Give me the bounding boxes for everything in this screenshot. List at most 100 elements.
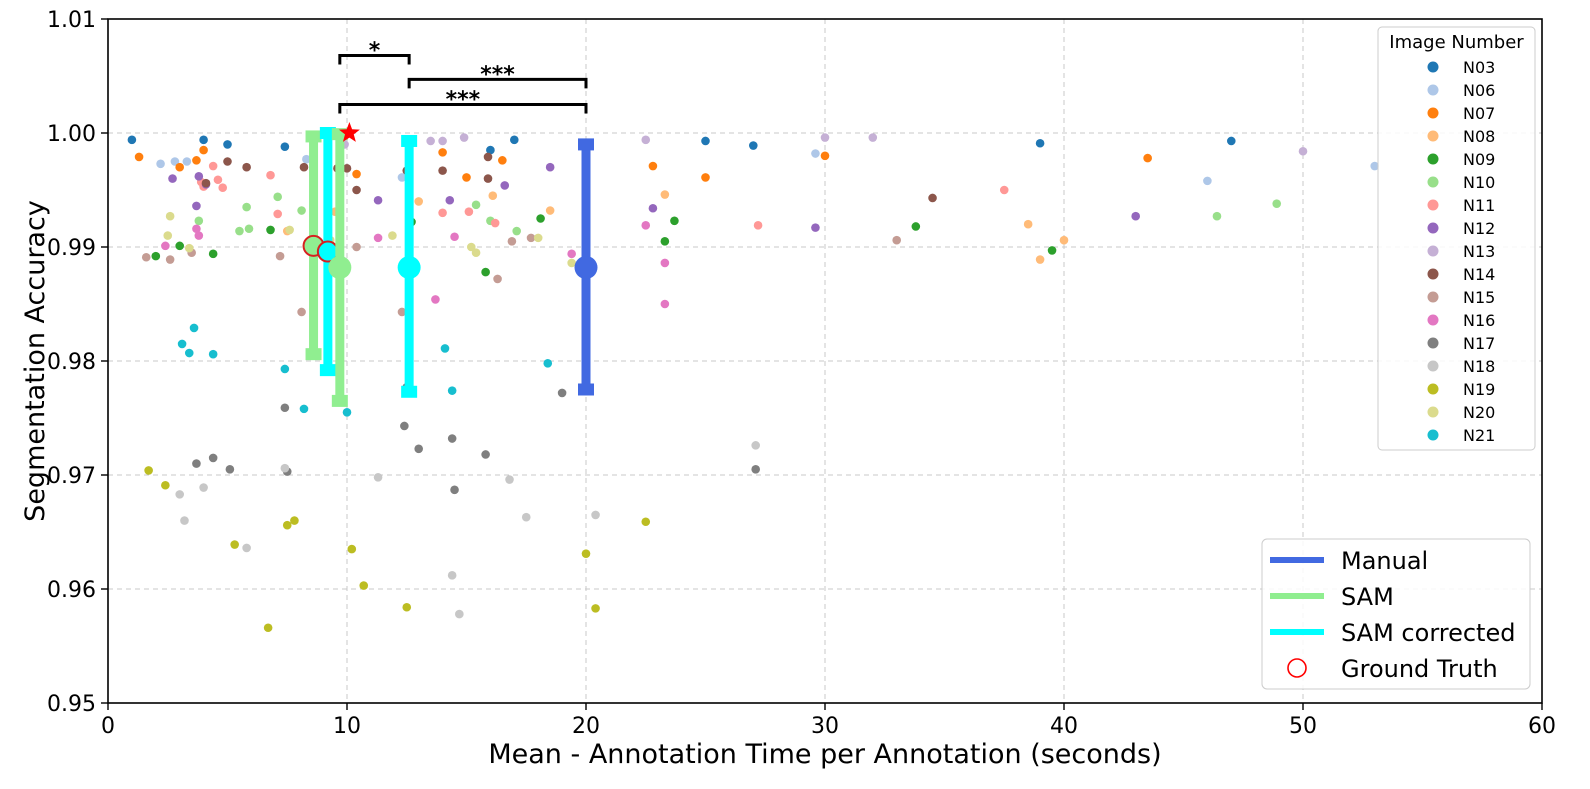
data-point-n19: [230, 540, 239, 549]
sam-mean-marker: [328, 256, 352, 280]
legend-label-n21: N21: [1463, 426, 1495, 445]
significance-bracket: [407, 77, 588, 89]
data-point-n18: [447, 571, 457, 580]
data-point-n08: [1059, 235, 1069, 245]
data-point-n21: [208, 349, 218, 359]
data-point-n19: [263, 623, 273, 633]
legend-label-sam: SAM: [1341, 583, 1394, 611]
data-point-n03: [749, 141, 758, 150]
data-point-n08: [488, 191, 498, 200]
data-point-n15: [526, 233, 536, 243]
data-point-n18: [505, 475, 514, 484]
x-axis-title: Mean - Annotation Time per Annotation (s…: [488, 739, 1161, 770]
data-point-n20: [163, 231, 173, 240]
data-point-n17: [481, 450, 490, 459]
sam-error-cap-bottom: [331, 394, 348, 407]
data-point-n11: [999, 185, 1009, 195]
data-point-n15: [352, 242, 361, 252]
legend-label-n09: N09: [1463, 150, 1495, 169]
data-point-n08: [414, 197, 424, 206]
significance-label: ***: [446, 88, 481, 113]
legend-label-n19: N19: [1463, 380, 1495, 399]
data-point-n20: [184, 243, 194, 253]
data-point-n08: [1023, 219, 1033, 229]
data-point-n07: [192, 156, 201, 165]
significance-label: *: [369, 38, 381, 63]
data-point-n08: [1035, 255, 1045, 264]
data-point-n13: [438, 136, 447, 146]
data-point-n18: [180, 516, 189, 525]
data-point-n07: [175, 162, 184, 172]
significance-label: ***: [480, 62, 515, 87]
data-point-n09: [911, 222, 921, 231]
data-point-n09: [266, 225, 275, 235]
data-point-n16: [660, 258, 670, 268]
data-point-n16: [660, 299, 670, 309]
data-point-n07: [820, 151, 830, 161]
data-point-n08: [660, 190, 670, 199]
data-point-n17: [208, 453, 218, 463]
data-point-n15: [892, 235, 901, 245]
legend-marker-n20: [1427, 406, 1439, 418]
data-point-n21: [177, 339, 187, 349]
legend-label-manual: Manual: [1341, 547, 1428, 575]
data-point-n16: [194, 231, 204, 240]
data-point-n14: [342, 164, 352, 173]
data-point-n19: [144, 466, 153, 475]
data-point-n16: [431, 295, 440, 304]
data-point-n14: [242, 162, 251, 172]
data-point-n03: [510, 135, 519, 145]
data-point-n20: [466, 242, 476, 252]
data-point-n03: [223, 140, 232, 149]
data-point-n12: [811, 223, 820, 232]
data-point-n15: [141, 252, 151, 262]
data-point-n17: [414, 444, 424, 454]
star-marker: [338, 122, 360, 142]
data-point-n06: [156, 159, 165, 169]
legend-marker-n21: [1427, 429, 1439, 441]
data-point-n03: [1035, 138, 1045, 148]
manual-mean-marker: [574, 256, 598, 280]
x-tick-label: 20: [572, 714, 600, 739]
axes-ticks: 0 10 20 30 40 50 60 0.95 0.96 0.97 0.98 0.99 1.00 1.0…: [47, 8, 1556, 739]
data-point-n17: [225, 465, 235, 474]
legend-label-n17: N17: [1463, 334, 1495, 353]
data-point-n20: [285, 225, 294, 235]
legend-marker-n07: [1427, 107, 1439, 119]
data-point-n10: [273, 192, 282, 202]
data-point-n06: [1370, 161, 1379, 171]
legend-marker-n13: [1427, 245, 1439, 257]
legend-label-n06: N06: [1463, 81, 1495, 100]
data-point-n16: [641, 221, 651, 230]
data-point-n10: [235, 226, 244, 236]
data-point-n15: [507, 237, 517, 246]
data-point-n21: [280, 364, 290, 374]
data-point-n20: [471, 248, 481, 257]
legend-marker-n16: [1427, 314, 1439, 326]
data-point-n15: [275, 251, 285, 261]
data-point-n21: [543, 358, 553, 368]
data-point-n10: [242, 202, 251, 212]
data-point-n12: [545, 162, 555, 172]
data-point-n07: [134, 152, 144, 162]
legend-label-n10: N10: [1463, 173, 1495, 192]
data-point-n17: [192, 459, 201, 468]
data-point-n11: [218, 183, 228, 193]
data-point-n11: [273, 209, 282, 219]
sam-error-cap-top: [305, 130, 322, 143]
data-point-n18: [521, 512, 531, 522]
data-point-n06: [182, 157, 192, 166]
data-point-n09: [175, 241, 184, 251]
data-point-n12: [445, 195, 455, 205]
y-tick-label: 1.01: [47, 8, 96, 33]
sam-corrected-error-cap-bottom: [319, 364, 336, 377]
data-point-n15: [297, 307, 306, 317]
legend-marker-ground-truth: [1287, 658, 1307, 678]
legend-label-n16: N16: [1463, 311, 1495, 330]
legend-label-n15: N15: [1463, 288, 1495, 307]
data-point-n19: [347, 544, 357, 554]
legend-box: [1261, 538, 1531, 690]
x-tick-label: 40: [1050, 714, 1078, 739]
data-point-n19: [359, 581, 369, 590]
